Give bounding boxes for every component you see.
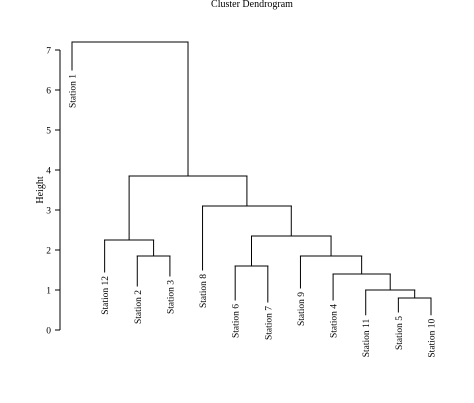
y-tick-label: 2: [46, 247, 51, 257]
leaf-label: Station 11: [362, 319, 372, 358]
dendrogram-branches: [71, 41, 432, 316]
leaf-label: Station 5: [395, 316, 405, 350]
y-tick-label: 1: [46, 287, 51, 297]
y-tick-label: 6: [46, 87, 51, 97]
leaf-label: Station 6: [232, 304, 242, 338]
y-tick-label: 4: [46, 167, 51, 177]
leaf-label: Station 7: [264, 306, 274, 340]
y-tick-label: 3: [46, 207, 51, 217]
leaf-labels: Station 1 Station 12 Station 2 Station 3 Sta…: [69, 74, 438, 358]
y-tick-label: 5: [46, 127, 51, 137]
leaf-label: Station 3: [166, 280, 176, 314]
leaf-label: Station 10: [428, 319, 438, 358]
y-tick-label: 7: [46, 47, 51, 57]
leaf-label: Station 12: [101, 276, 111, 315]
chart-title: Cluster Dendrogram: [211, 0, 293, 10]
y-axis: 0 1 2 3 4 5 6 7: [46, 47, 61, 337]
leaf-label: Station 1: [69, 74, 79, 108]
y-axis-label: Height: [35, 176, 46, 203]
y-tick-label: 0: [46, 327, 51, 337]
leaf-label: Station 9: [297, 292, 307, 326]
leaf-label: Station 4: [330, 304, 340, 338]
leaf-label: Station 8: [199, 274, 209, 308]
leaf-label: Station 2: [134, 290, 144, 324]
